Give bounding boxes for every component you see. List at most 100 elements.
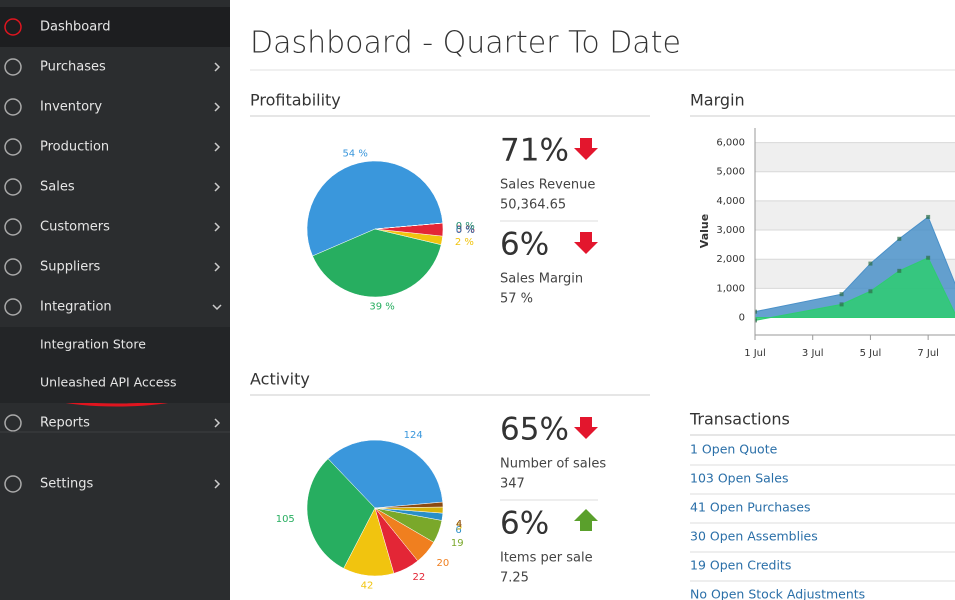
y-tick-label: 0 <box>739 313 745 324</box>
submenu-bg <box>0 327 230 403</box>
point <box>755 309 757 314</box>
chevron <box>214 479 221 489</box>
menu-item[interactable]: Customers <box>40 220 110 235</box>
pie-slice <box>374 222 443 230</box>
chevron <box>214 418 221 428</box>
kpi-label: Number of sales <box>500 457 606 472</box>
section-title: Profitability <box>250 91 341 110</box>
menu-icon <box>4 414 22 432</box>
menu-icon <box>4 98 22 116</box>
menu-icon <box>4 258 22 276</box>
point <box>897 268 902 273</box>
pie-label: 5 <box>456 521 462 532</box>
chevron <box>214 142 221 152</box>
x-tick-label: 5 Jul <box>860 348 882 359</box>
active-bg <box>0 7 230 47</box>
pie-slice <box>306 458 376 569</box>
point <box>868 289 873 294</box>
section-title: Transactions <box>689 410 790 429</box>
y-tick-label: 3,000 <box>716 225 745 236</box>
transaction-link[interactable]: 30 Open Assemblies <box>690 529 818 544</box>
section-title: Margin <box>690 91 745 110</box>
kpi-detail: 57 % <box>500 292 533 307</box>
kpi-value: 65% <box>500 412 569 448</box>
menu-icon <box>4 138 22 156</box>
kpi-value: 71% <box>500 133 569 169</box>
submenu-item[interactable]: Integration Store <box>40 337 146 352</box>
pie-label: 4 <box>456 519 462 530</box>
point <box>926 255 931 260</box>
point <box>926 214 931 219</box>
menu-icon <box>4 298 22 316</box>
transaction-link[interactable]: 19 Open Credits <box>690 558 791 573</box>
x-tick-label: 1 Jul <box>744 348 766 359</box>
y-tick-label: 1,000 <box>716 283 745 294</box>
pie-label: 0 % <box>456 221 475 232</box>
point <box>755 318 757 323</box>
pie-label: 2 % <box>455 237 474 248</box>
pie-label: 3 % <box>456 225 475 236</box>
kpi-detail: 347 <box>500 477 525 492</box>
x-tick-label: 3 Jul <box>802 348 824 359</box>
pie-label: 39 % <box>369 302 394 313</box>
pie-label: 54 % <box>342 148 367 159</box>
point <box>897 236 902 241</box>
chevron <box>214 222 221 232</box>
y-tick-label: 4,000 <box>716 196 745 207</box>
menu-item[interactable]: Dashboard <box>40 20 111 35</box>
menu-item[interactable]: Suppliers <box>40 260 101 275</box>
pie-label: 105 <box>276 514 295 525</box>
trend-arrow <box>574 509 598 531</box>
sidebar <box>0 0 230 600</box>
kpi-detail: 7.25 <box>500 571 529 586</box>
submenu-item[interactable]: Unleashed API Access <box>40 375 176 390</box>
y-tick-label: 6,000 <box>716 138 745 149</box>
chevron <box>214 182 221 192</box>
y-tick-label: 2,000 <box>716 254 745 265</box>
pie-slice <box>306 160 444 257</box>
menu-item[interactable]: Purchases <box>40 60 106 75</box>
transaction-link[interactable]: 1 Open Quote <box>690 442 778 457</box>
menu-item[interactable]: Reports <box>40 416 90 431</box>
y-axis-label: Value <box>698 214 711 248</box>
trend-arrow <box>574 138 598 160</box>
menu-icon <box>4 58 22 76</box>
plot-area <box>755 142 955 323</box>
pie-label: 22 <box>412 572 425 583</box>
menu-icon <box>4 178 22 196</box>
pie-slice <box>327 439 444 509</box>
menu-item[interactable]: Production <box>40 140 109 155</box>
trend-arrow <box>574 232 598 254</box>
kpi-label: Items per sale <box>500 551 593 566</box>
pie-label: 20 <box>436 558 449 569</box>
point <box>868 261 873 266</box>
transaction-link[interactable]: 41 Open Purchases <box>690 500 811 515</box>
section-title: Activity <box>250 370 310 389</box>
menu-item[interactable]: Integration <box>40 300 112 315</box>
y-tick-label: 5,000 <box>716 167 745 178</box>
trend-arrow <box>574 417 598 439</box>
grid-band <box>755 142 955 172</box>
pie-slice <box>312 228 442 298</box>
chevron <box>214 262 221 272</box>
chevron <box>212 304 222 311</box>
menu-item[interactable]: Sales <box>40 180 75 195</box>
pie-label: 42 <box>361 581 374 592</box>
pie-label: 0 % <box>456 225 475 236</box>
menu-item[interactable]: Settings <box>40 477 94 492</box>
pie-label: 19 <box>451 538 464 549</box>
pie-label: 124 <box>404 430 423 441</box>
transaction-link[interactable]: 103 Open Sales <box>690 471 788 486</box>
pie-label: 6 <box>455 525 461 536</box>
pie-slice <box>374 501 444 509</box>
chevron <box>214 102 221 112</box>
point <box>839 302 844 307</box>
menu-item[interactable]: Inventory <box>40 100 102 115</box>
page-title: Dashboard - Quarter To Date <box>250 26 681 61</box>
kpi-value: 6% <box>500 506 549 542</box>
transaction-link[interactable]: No Open Stock Adjustments <box>690 587 865 600</box>
chevron <box>214 62 221 72</box>
kpi-value: 6% <box>500 227 549 263</box>
